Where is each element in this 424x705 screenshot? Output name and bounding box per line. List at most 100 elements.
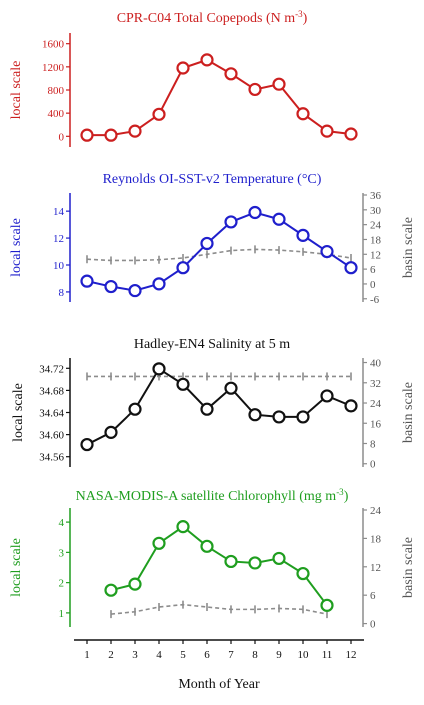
- y-tick-label-left: 800: [48, 85, 65, 97]
- data-point: [104, 583, 118, 597]
- x-tick-label: 4: [156, 649, 162, 661]
- x-tick-label: 8: [252, 649, 258, 661]
- y-tick-label-right: 0: [370, 619, 376, 631]
- x-tick-label: 2: [108, 649, 114, 661]
- y-tick-label-right: 6: [370, 264, 376, 276]
- data-point: [152, 107, 166, 121]
- y-tick-label-right: 24: [370, 220, 382, 232]
- data-point: [152, 277, 166, 291]
- y-axis-title-right: basin scale: [401, 217, 416, 278]
- data-point: [224, 67, 238, 81]
- series-line: [86, 211, 352, 292]
- basin-series-line: [86, 248, 352, 262]
- y-tick-label-left: 34.56: [39, 452, 64, 464]
- y-tick-label-right: -6: [370, 294, 380, 306]
- y-tick-label-right: 24: [370, 505, 382, 517]
- y-tick-label-left: 34.60: [39, 430, 64, 442]
- data-point: [104, 128, 118, 142]
- data-point: [296, 566, 310, 581]
- data-point: [320, 598, 334, 612]
- chart-title: Reynolds OI-SST-v2 Temperature (°C): [103, 172, 322, 187]
- x-tick-label: 7: [228, 649, 234, 661]
- data-point: [152, 362, 166, 376]
- data-point: [296, 107, 310, 121]
- y-tick-label-right: 30: [370, 205, 382, 217]
- x-axis-title: Month of Year: [178, 677, 260, 692]
- series-line: [110, 525, 328, 606]
- y-tick-label-left: 1: [59, 608, 65, 620]
- y-tick-label-left: 1600: [42, 39, 65, 51]
- y-axis-title-right: basin scale: [401, 382, 416, 443]
- y-tick-label-left: 0: [59, 131, 65, 143]
- data-point: [104, 279, 118, 294]
- data-point: [176, 377, 190, 391]
- data-point: [176, 61, 190, 75]
- chart-panel-3: Hadley-EN4 Salinity at 5 m 34.56 34.60 34.6…: [11, 337, 416, 471]
- data-point: [200, 53, 214, 67]
- data-point: [296, 228, 310, 242]
- y-axis-title-right: basin scale: [401, 537, 416, 598]
- chart-panel-2: Reynolds OI-SST-v2 Temperature (°C) 8 10 12…: [9, 172, 416, 306]
- y-tick-label-left: 4: [59, 517, 65, 529]
- data-point: [200, 236, 214, 251]
- x-tick-label: 10: [298, 649, 310, 661]
- y-tick-label-right: 18: [370, 533, 382, 545]
- data-point: [176, 520, 190, 534]
- y-tick-label-left: 34.72: [39, 363, 64, 375]
- y-tick-label-right: 40: [370, 358, 382, 370]
- y-tick-label-left: 12: [53, 233, 64, 245]
- y-tick-label-left: 3: [59, 547, 65, 559]
- y-tick-label-right: 12: [370, 562, 381, 574]
- y-tick-label-right: 8: [370, 438, 376, 450]
- data-point: [272, 410, 286, 424]
- chart-title: NASA-MODIS-A satellite Chlorophyll (mg m…: [76, 487, 349, 504]
- chart-title: Hadley-EN4 Salinity at 5 m: [134, 337, 290, 352]
- y-tick-label-left: 14: [53, 206, 65, 218]
- y-tick-label-left: 400: [48, 108, 65, 120]
- data-point: [272, 77, 286, 91]
- basin-series-line: [110, 603, 328, 615]
- data-point: [128, 283, 142, 298]
- data-point: [248, 556, 262, 570]
- data-point: [128, 577, 142, 591]
- series-line: [86, 367, 352, 446]
- y-tick-label-right: 32: [370, 378, 381, 390]
- data-point: [200, 402, 214, 416]
- y-tick-label-right: 36: [370, 190, 382, 202]
- y-axis-title-left: local scale: [9, 61, 24, 120]
- data-point: [224, 381, 238, 395]
- data-point: [344, 261, 358, 275]
- data-point: [320, 244, 334, 259]
- x-tick-label: 3: [132, 649, 138, 661]
- y-tick-label-left: 34.68: [39, 385, 64, 397]
- data-point: [224, 215, 238, 229]
- data-point: [248, 408, 262, 422]
- y-axis-title-left: local scale: [9, 538, 24, 597]
- data-point: [344, 127, 358, 141]
- data-point: [224, 554, 238, 569]
- y-tick-label-right: 0: [370, 279, 376, 291]
- y-tick-label-left: 1200: [42, 62, 65, 74]
- y-tick-label-left: 8: [59, 287, 65, 299]
- chart-panel-1: CPR-C04 Total Copepods (N m-3) 0 400 800 120…: [9, 9, 358, 147]
- chart-panel-4: NASA-MODIS-A satellite Chlorophyll (mg m…: [9, 487, 416, 631]
- x-tick-label: 6: [204, 649, 210, 661]
- data-point: [320, 389, 334, 403]
- x-tick-label: 12: [346, 649, 357, 661]
- y-tick-label-right: 18: [370, 234, 382, 246]
- data-point: [248, 205, 262, 220]
- x-tick-label: 1: [84, 649, 90, 661]
- y-axis-title-left: local scale: [11, 383, 26, 442]
- y-tick-label-right: 12: [370, 249, 381, 261]
- data-point: [176, 261, 190, 275]
- data-point: [80, 128, 94, 142]
- y-tick-label-left: 2: [59, 578, 65, 590]
- x-tick-label: 11: [322, 649, 333, 661]
- data-point: [248, 82, 262, 97]
- y-tick-label-right: 6: [370, 590, 376, 602]
- series-line: [87, 58, 352, 137]
- data-point: [344, 399, 358, 413]
- y-tick-label-right: 16: [370, 418, 382, 430]
